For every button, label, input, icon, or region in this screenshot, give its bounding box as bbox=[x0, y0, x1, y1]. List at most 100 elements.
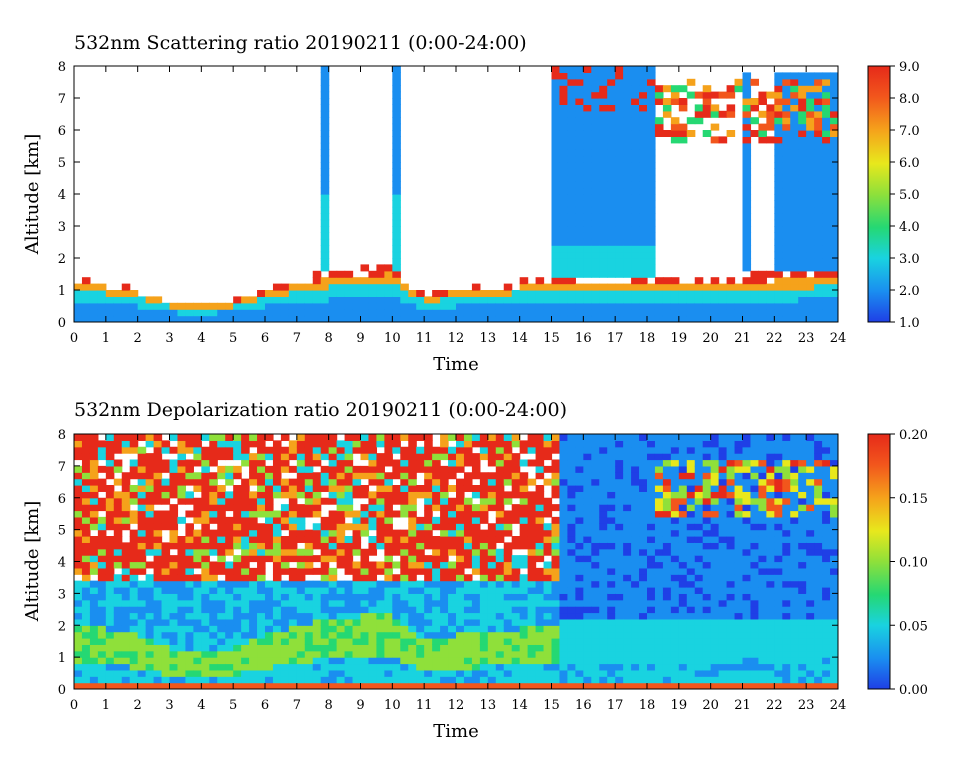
heatmap-cell bbox=[710, 296, 720, 304]
heatmap-cell bbox=[631, 283, 640, 291]
heatmap-cell bbox=[662, 663, 672, 671]
heatmap-cell bbox=[376, 465, 385, 473]
heatmap-cell bbox=[105, 465, 115, 473]
heatmap-cell bbox=[424, 491, 433, 499]
heatmap-cell bbox=[392, 155, 401, 163]
heatmap-cell bbox=[368, 561, 378, 569]
heatmap-cell bbox=[639, 219, 648, 227]
heatmap-cell bbox=[583, 232, 592, 240]
heatmap-cell bbox=[790, 618, 799, 626]
heatmap-cell bbox=[113, 663, 123, 671]
heatmap-cell bbox=[209, 676, 218, 684]
heatmap-cell bbox=[766, 478, 775, 486]
heatmap-cell bbox=[639, 574, 648, 582]
heatmap-cell bbox=[288, 631, 298, 639]
heatmap-cell bbox=[519, 459, 529, 467]
heatmap-cell bbox=[320, 104, 330, 112]
heatmap-cell bbox=[185, 478, 194, 486]
heatmap-cell bbox=[89, 631, 99, 639]
heatmap-cell bbox=[392, 104, 401, 112]
heatmap-cell bbox=[336, 638, 346, 645]
heatmap-cell bbox=[822, 251, 831, 259]
heatmap-cell bbox=[137, 561, 147, 569]
heatmap-cell bbox=[647, 669, 656, 677]
heatmap-cell bbox=[535, 536, 545, 543]
heatmap-cell bbox=[591, 669, 600, 677]
heatmap-cell bbox=[97, 631, 107, 639]
heatmap-cell bbox=[81, 561, 91, 569]
heatmap-cell bbox=[209, 599, 218, 607]
heatmap-cell bbox=[105, 510, 115, 518]
heatmap-cell bbox=[774, 78, 783, 86]
heatmap-cell bbox=[217, 491, 226, 499]
heatmap-cell bbox=[416, 446, 425, 454]
heatmap-cell bbox=[678, 440, 688, 448]
heatmap-cell bbox=[678, 453, 688, 461]
heatmap-cell bbox=[519, 625, 529, 633]
heatmap-cell bbox=[790, 149, 799, 157]
heatmap-cell bbox=[527, 529, 537, 537]
heatmap-cell bbox=[742, 580, 752, 588]
heatmap-cell bbox=[583, 561, 592, 569]
heatmap-cell bbox=[257, 465, 266, 473]
heatmap-cell bbox=[535, 472, 545, 480]
heatmap-cell bbox=[161, 631, 171, 639]
heatmap-cell bbox=[440, 587, 449, 594]
heatmap-cell bbox=[750, 472, 760, 480]
heatmap-cell bbox=[631, 472, 640, 480]
heatmap-cell bbox=[169, 663, 179, 671]
heatmap-cell bbox=[782, 567, 791, 575]
heatmap-cell bbox=[766, 625, 775, 633]
heatmap-cell bbox=[798, 168, 807, 176]
heatmap-cell bbox=[320, 580, 330, 588]
heatmap-cell bbox=[511, 290, 521, 297]
heatmap-cell bbox=[74, 315, 83, 322]
heatmap-cell bbox=[710, 593, 720, 601]
heatmap-cell bbox=[694, 516, 704, 524]
heatmap-cell bbox=[225, 465, 234, 473]
heatmap-cell bbox=[320, 91, 330, 99]
heatmap-cell bbox=[137, 612, 147, 620]
heatmap-cell bbox=[599, 251, 608, 259]
heatmap-cell bbox=[201, 516, 210, 524]
heatmap-cell bbox=[233, 446, 242, 454]
heatmap-cell bbox=[798, 78, 807, 86]
heatmap-cell bbox=[631, 548, 640, 556]
heatmap-cell bbox=[272, 631, 282, 639]
heatmap-cell bbox=[344, 523, 354, 531]
heatmap-cell bbox=[129, 309, 139, 317]
heatmap-cell bbox=[503, 638, 513, 645]
heatmap-cell bbox=[567, 283, 576, 291]
heatmap-cell bbox=[344, 510, 354, 518]
heatmap-cell bbox=[360, 296, 370, 304]
heatmap-cell bbox=[479, 434, 489, 441]
x-tick-label: 11 bbox=[416, 331, 433, 346]
heatmap-cell bbox=[647, 123, 656, 131]
heatmap-cell bbox=[599, 309, 608, 317]
heatmap-cell bbox=[193, 631, 202, 639]
heatmap-cell bbox=[440, 434, 449, 441]
heatmap-cell bbox=[145, 682, 155, 689]
heatmap-cell bbox=[456, 290, 465, 297]
heatmap-cell bbox=[694, 593, 704, 601]
heatmap-cell bbox=[615, 245, 624, 253]
heatmap-cell bbox=[774, 682, 783, 689]
heatmap-cell bbox=[551, 162, 561, 169]
heatmap-cell bbox=[678, 625, 688, 633]
heatmap-cell bbox=[495, 453, 505, 461]
heatmap-cell bbox=[511, 516, 521, 524]
heatmap-cell bbox=[241, 459, 250, 467]
heatmap-cell bbox=[806, 290, 815, 297]
heatmap-cell bbox=[352, 618, 362, 626]
heatmap-cell bbox=[639, 504, 648, 512]
heatmap-cell bbox=[400, 536, 409, 543]
heatmap-cell bbox=[400, 453, 409, 461]
heatmap-cell bbox=[169, 459, 179, 467]
heatmap-cell bbox=[782, 465, 791, 473]
heatmap-cell bbox=[567, 309, 576, 317]
heatmap-cell bbox=[591, 85, 600, 93]
heatmap-cell bbox=[654, 650, 664, 658]
heatmap-cell bbox=[790, 270, 799, 278]
heatmap-cell bbox=[670, 612, 680, 620]
heatmap-cell bbox=[806, 194, 815, 201]
